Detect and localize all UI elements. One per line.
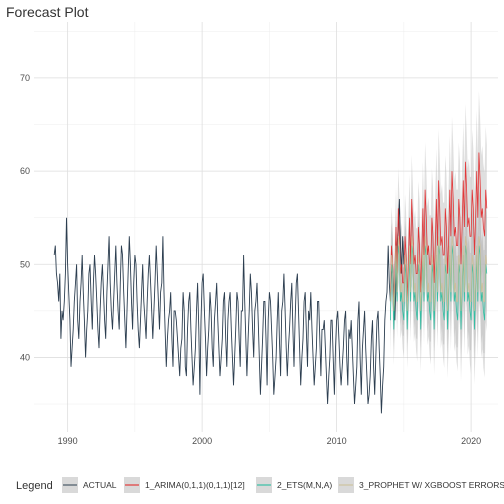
series-lines	[53, 152, 488, 414]
chart-title: Forecast Plot	[6, 4, 89, 20]
x-tick-label: 2000	[192, 436, 212, 446]
prediction-interval-band	[390, 189, 487, 385]
prediction-interval-band	[390, 185, 487, 361]
y-tick-label: 40	[20, 352, 30, 362]
legend-label: 2_ETS(M,N,A)	[277, 480, 332, 490]
x-tick-label: 2010	[327, 436, 347, 446]
y-tick-label: 50	[20, 259, 30, 269]
series-line	[390, 236, 488, 311]
series-line	[53, 198, 405, 414]
legend-label: 3_PROPHET W/ XGBOOST ERRORS	[359, 480, 504, 490]
x-tick-label: 2020	[461, 436, 481, 446]
legend-title: Legend	[16, 480, 53, 492]
y-tick-label: 70	[20, 73, 30, 83]
y-tick-label: 60	[20, 166, 30, 176]
x-axis-ticks: 1990 2000 2010 2020	[58, 436, 482, 446]
legend-label: 1_ARIMA(0,1,1)(0,1,1)[12]	[145, 480, 245, 490]
legend: Legend ACTUAL 1_ARIMA(0,1,1)(0,1,1)[12] 2_…	[16, 477, 504, 493]
legend-items: ACTUAL 1_ARIMA(0,1,1)(0,1,1)[12] 2_ETS(M,N…	[62, 477, 504, 493]
legend-label: ACTUAL	[83, 480, 117, 490]
x-tick-label: 1990	[58, 436, 78, 446]
y-axis-ticks: 40 50 60 70	[20, 73, 30, 363]
